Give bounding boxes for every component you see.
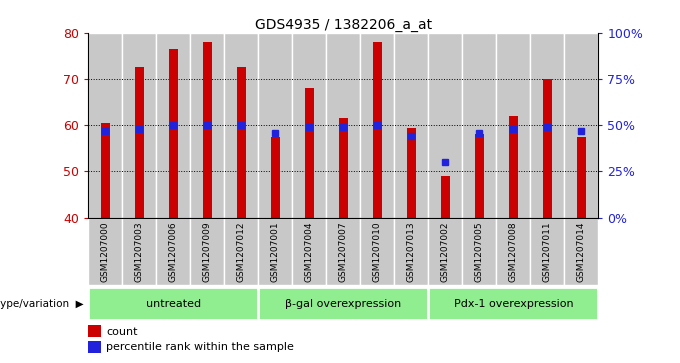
Text: percentile rank within the sample: percentile rank within the sample — [106, 342, 294, 352]
Text: GSM1207008: GSM1207008 — [509, 221, 518, 282]
Bar — [156, 33, 190, 218]
Bar — [428, 33, 462, 218]
Bar — [462, 218, 496, 285]
Bar — [577, 137, 585, 218]
Bar — [475, 134, 483, 218]
Bar — [373, 42, 381, 218]
Bar — [122, 33, 156, 218]
Bar — [530, 218, 564, 285]
Bar — [530, 33, 564, 218]
Bar — [224, 218, 258, 285]
Text: genotype/variation  ▶: genotype/variation ▶ — [0, 299, 84, 309]
Bar — [135, 68, 143, 218]
Text: GSM1207003: GSM1207003 — [135, 221, 144, 282]
Bar — [564, 33, 598, 218]
Bar — [339, 118, 347, 218]
Bar — [258, 33, 292, 218]
Bar — [462, 33, 496, 218]
Bar — [258, 218, 292, 285]
Text: GSM1207010: GSM1207010 — [373, 221, 382, 282]
Bar — [156, 218, 190, 285]
Bar — [122, 218, 156, 285]
Bar — [428, 218, 462, 285]
Bar — [169, 49, 177, 218]
Bar — [88, 326, 101, 337]
Text: GSM1207009: GSM1207009 — [203, 221, 212, 282]
Bar — [360, 218, 394, 285]
Bar — [101, 123, 109, 218]
Bar — [88, 218, 122, 285]
Bar — [407, 127, 415, 218]
Bar — [496, 33, 530, 218]
Bar — [190, 33, 224, 218]
Text: GSM1207000: GSM1207000 — [101, 221, 110, 282]
Text: GSM1207002: GSM1207002 — [441, 221, 450, 282]
Bar — [237, 68, 245, 218]
Bar — [292, 33, 326, 218]
Bar — [326, 33, 360, 218]
Text: GSM1207013: GSM1207013 — [407, 221, 416, 282]
Bar — [564, 218, 598, 285]
Text: GSM1207004: GSM1207004 — [305, 221, 314, 282]
Bar — [394, 33, 428, 218]
Text: Pdx-1 overexpression: Pdx-1 overexpression — [454, 299, 573, 309]
Bar — [428, 287, 598, 320]
Text: count: count — [106, 326, 138, 337]
Bar — [88, 287, 258, 320]
Text: GSM1207005: GSM1207005 — [475, 221, 484, 282]
Bar — [203, 42, 211, 218]
Bar — [292, 218, 326, 285]
Bar — [441, 176, 449, 218]
Text: GSM1207006: GSM1207006 — [169, 221, 178, 282]
Text: GSM1207001: GSM1207001 — [271, 221, 280, 282]
Bar — [258, 287, 428, 320]
Text: GSM1207012: GSM1207012 — [237, 221, 246, 282]
Bar — [305, 88, 313, 218]
Bar — [509, 116, 517, 218]
Text: untreated: untreated — [146, 299, 201, 309]
Bar — [271, 137, 279, 218]
Bar — [190, 218, 224, 285]
Bar — [394, 218, 428, 285]
Bar — [224, 33, 258, 218]
Text: GSM1207014: GSM1207014 — [577, 221, 586, 282]
Text: β-gal overexpression: β-gal overexpression — [286, 299, 401, 309]
Bar — [543, 79, 551, 218]
Bar — [88, 33, 122, 218]
Bar — [88, 341, 101, 353]
Title: GDS4935 / 1382206_a_at: GDS4935 / 1382206_a_at — [255, 18, 432, 32]
Bar — [326, 218, 360, 285]
Bar — [360, 33, 394, 218]
Text: GSM1207007: GSM1207007 — [339, 221, 348, 282]
Bar — [496, 218, 530, 285]
Text: GSM1207011: GSM1207011 — [543, 221, 552, 282]
